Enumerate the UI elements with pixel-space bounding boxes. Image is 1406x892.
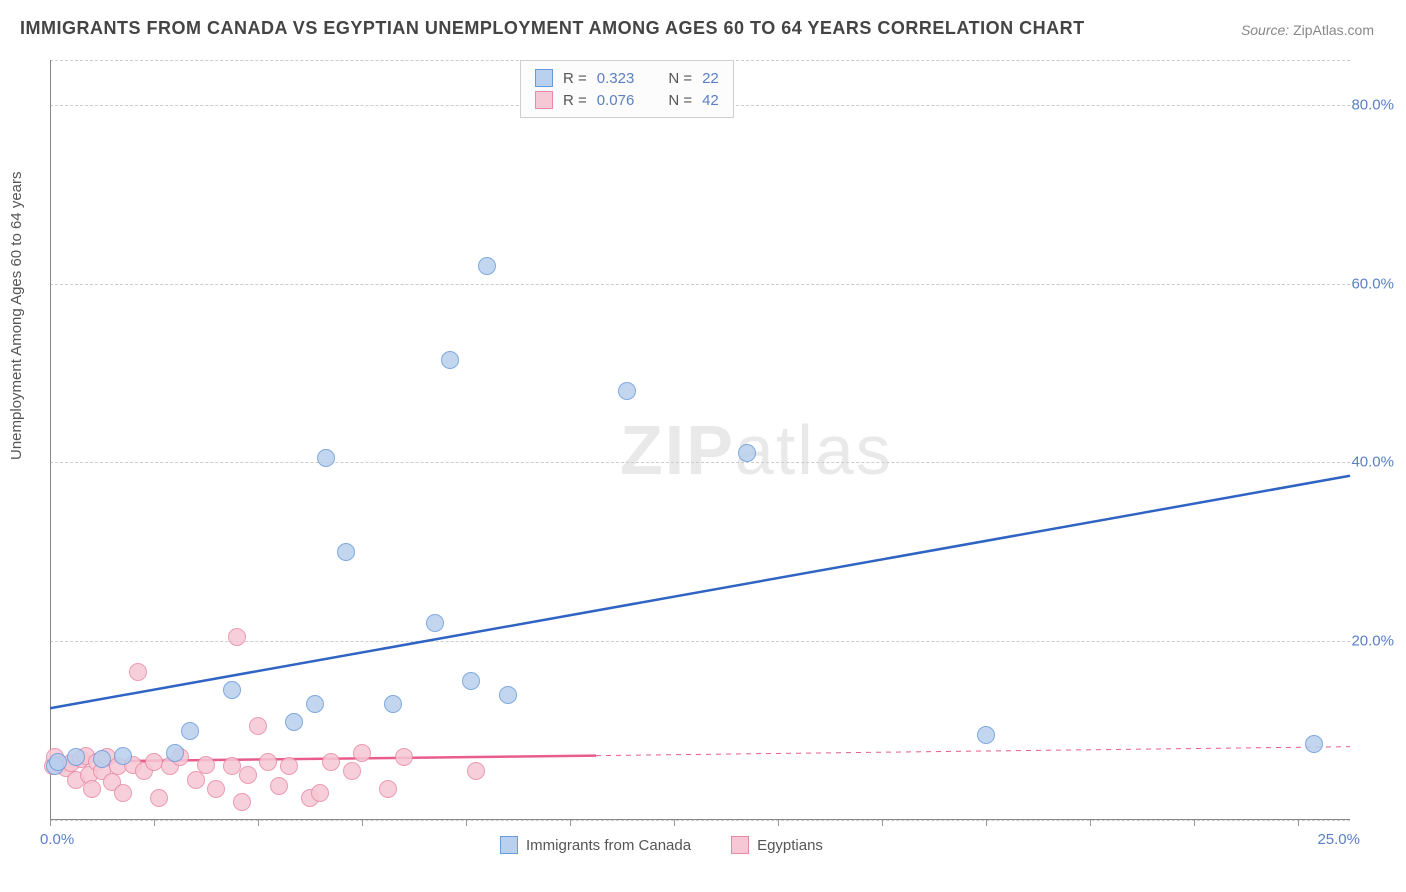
data-point-egypt (395, 748, 413, 766)
x-tick (778, 820, 779, 826)
x-origin-label: 0.0% (40, 831, 74, 848)
r-prefix: R = (563, 92, 587, 109)
data-point-canada (1305, 735, 1323, 753)
data-point-egypt (249, 717, 267, 735)
data-point-egypt (207, 780, 225, 798)
source-attribution: Source: ZipAtlas.com (1241, 22, 1374, 38)
data-point-egypt (187, 771, 205, 789)
x-tick (258, 820, 259, 826)
x-tick (50, 820, 51, 826)
x-tick (466, 820, 467, 826)
legend-row-egypt: R = 0.076 N = 42 (535, 89, 719, 111)
data-point-canada (618, 382, 636, 400)
watermark: ZIPatlas (620, 410, 893, 490)
data-point-egypt (239, 766, 257, 784)
x-tick (1298, 820, 1299, 826)
data-point-canada (337, 543, 355, 561)
data-point-egypt (233, 793, 251, 811)
n-value-canada: 22 (702, 70, 719, 87)
data-point-canada (181, 722, 199, 740)
data-point-egypt (259, 753, 277, 771)
gridline (50, 820, 1350, 821)
r-value-egypt: 0.076 (597, 92, 635, 109)
y-tick-label: 80.0% (1351, 96, 1394, 113)
y-tick-label: 40.0% (1351, 454, 1394, 471)
legend-item-canada: Immigrants from Canada (500, 836, 691, 854)
trend-line (596, 747, 1350, 756)
y-tick-label: 20.0% (1351, 633, 1394, 650)
x-tick (674, 820, 675, 826)
watermark-zip: ZIP (620, 411, 735, 489)
x-tick (570, 820, 571, 826)
data-point-canada (93, 750, 111, 768)
x-tick (1090, 820, 1091, 826)
swatch-canada (535, 69, 553, 87)
data-point-canada (462, 672, 480, 690)
legend-series: Immigrants from Canada Egyptians (500, 836, 823, 854)
n-prefix: N = (668, 70, 692, 87)
data-point-canada (977, 726, 995, 744)
y-tick-label: 60.0% (1351, 275, 1394, 292)
data-point-egypt (228, 628, 246, 646)
swatch-canada-bottom (500, 836, 518, 854)
data-point-canada (166, 744, 184, 762)
data-point-canada (499, 686, 517, 704)
data-point-canada (738, 444, 756, 462)
data-point-egypt (353, 744, 371, 762)
x-tick (362, 820, 363, 826)
legend-label-egypt: Egyptians (757, 837, 823, 854)
x-tick (882, 820, 883, 826)
x-tick (986, 820, 987, 826)
legend-row-canada: R = 0.323 N = 22 (535, 67, 719, 89)
n-value-egypt: 42 (702, 92, 719, 109)
legend-stats: R = 0.323 N = 22 R = 0.076 N = 42 (520, 60, 734, 118)
data-point-canada (49, 753, 67, 771)
data-point-egypt (114, 784, 132, 802)
data-point-egypt (150, 789, 168, 807)
y-axis-label: Unemployment Among Ages 60 to 64 years (8, 171, 25, 460)
data-point-egypt (83, 780, 101, 798)
source-label: Source: (1241, 22, 1289, 38)
data-point-canada (478, 257, 496, 275)
data-point-canada (223, 681, 241, 699)
legend-item-egypt: Egyptians (731, 836, 823, 854)
x-end-label: 25.0% (1317, 831, 1360, 848)
data-point-canada (67, 748, 85, 766)
n-prefix: N = (668, 92, 692, 109)
x-tick (1194, 820, 1195, 826)
data-point-egypt (129, 663, 147, 681)
watermark-atlas: atlas (735, 411, 893, 489)
data-point-egypt (379, 780, 397, 798)
r-value-canada: 0.323 (597, 70, 635, 87)
chart-title: IMMIGRANTS FROM CANADA VS EGYPTIAN UNEMP… (20, 18, 1085, 39)
r-prefix: R = (563, 70, 587, 87)
swatch-egypt-bottom (731, 836, 749, 854)
data-point-canada (285, 713, 303, 731)
trend-line (50, 476, 1350, 708)
data-point-egypt (311, 784, 329, 802)
data-point-canada (306, 695, 324, 713)
legend-label-canada: Immigrants from Canada (526, 837, 691, 854)
data-point-egypt (280, 757, 298, 775)
data-point-egypt (197, 756, 215, 774)
data-point-canada (441, 351, 459, 369)
data-point-canada (426, 614, 444, 632)
data-point-canada (384, 695, 402, 713)
data-point-canada (114, 747, 132, 765)
source-value: ZipAtlas.com (1293, 22, 1374, 38)
data-point-egypt (270, 777, 288, 795)
x-tick (154, 820, 155, 826)
plot-area: 0.0% 25.0% R = 0.323 N = 22 R = 0.076 N … (50, 60, 1350, 820)
data-point-egypt (467, 762, 485, 780)
swatch-egypt (535, 91, 553, 109)
data-point-egypt (343, 762, 361, 780)
data-point-egypt (322, 753, 340, 771)
data-point-canada (317, 449, 335, 467)
